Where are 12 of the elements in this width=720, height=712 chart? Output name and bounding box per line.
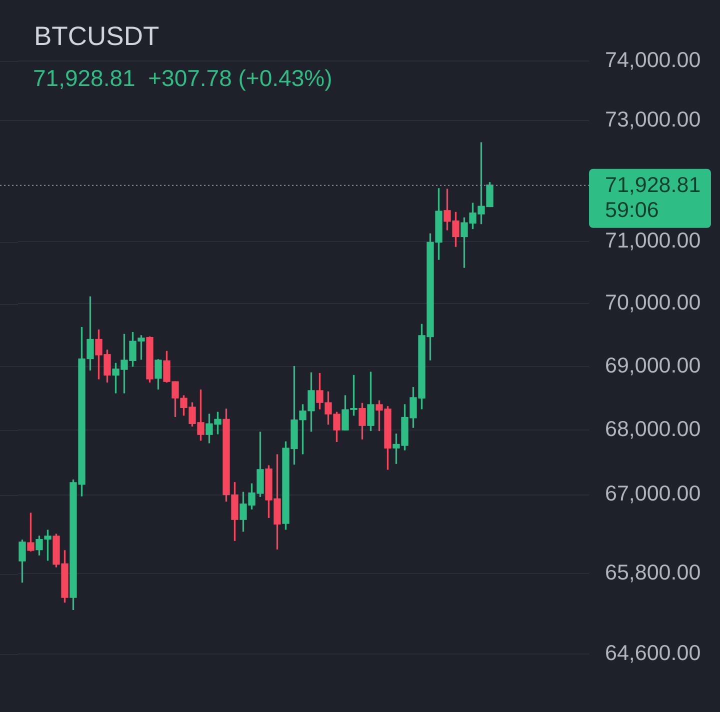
chart-subtitle: 71,928.81 +307.78 (+0.43%) xyxy=(33,64,332,92)
chart-title: BTCUSDT xyxy=(34,21,160,52)
y-tick-label: 68,000.00 xyxy=(605,417,701,442)
y-tick-label: 64,600.00 xyxy=(605,640,701,665)
ref-line-label: 71,928.81 59:06 xyxy=(605,172,701,222)
y-tick-label: 69,000.00 xyxy=(605,353,701,378)
y-tick-label: 70,000.00 xyxy=(605,290,701,314)
y-tick-label: 71,000.00 xyxy=(605,228,701,253)
y-tick-label: 65,800.00 xyxy=(605,560,701,585)
y-tick-label: 74,000.00 xyxy=(605,48,701,72)
y-tick-label: 73,000.00 xyxy=(605,107,701,132)
y-tick-label: 67,000.00 xyxy=(605,482,701,506)
